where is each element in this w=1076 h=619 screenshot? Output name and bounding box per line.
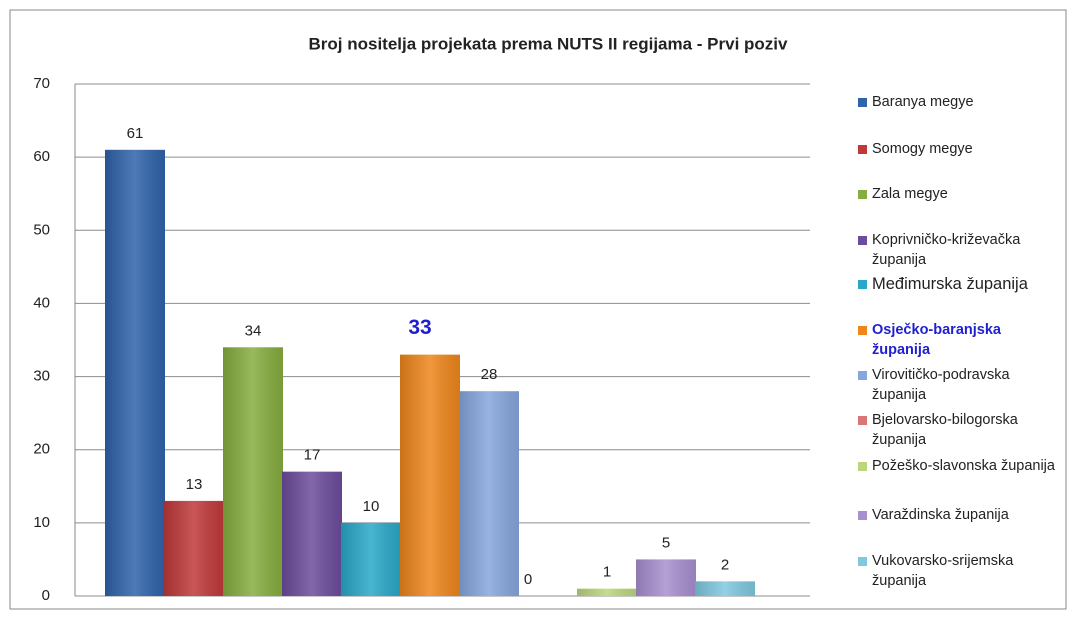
- bar-shade: [577, 588, 637, 596]
- bar-shade: [223, 347, 283, 596]
- legend-item: Koprivničko-križevačka županija: [858, 230, 1062, 270]
- bar-shade: [341, 522, 401, 596]
- y-tick-label: 0: [42, 587, 50, 604]
- legend-item: Zala megye: [858, 184, 1062, 204]
- data-label: 28: [481, 366, 498, 383]
- legend-swatch: [858, 145, 867, 154]
- data-label: 0: [524, 571, 532, 588]
- legend-label: Požeško-slavonska županija: [872, 458, 1055, 474]
- chart-title: Broj nositelja projekata prema NUTS II r…: [309, 34, 789, 53]
- legend-swatch: [858, 98, 867, 107]
- y-tick-label: 10: [33, 514, 50, 531]
- legend-label: Zala megye: [872, 186, 948, 202]
- legend-item: Somogy megye: [858, 139, 1062, 159]
- legend-swatch: [858, 416, 867, 425]
- bar-shade: [282, 471, 342, 596]
- legend-swatch: [858, 280, 867, 289]
- data-label: 17: [304, 447, 321, 464]
- y-tick-label: 40: [33, 294, 50, 311]
- legend-item: Međimurska županija: [858, 274, 1062, 295]
- data-label: 2: [721, 556, 729, 573]
- legend-item: Vukovarsko-srijemska županija: [858, 551, 1062, 591]
- legend-label: Virovitičko-podravska županija: [872, 367, 1010, 403]
- bar-shade: [164, 500, 224, 596]
- legend-swatch: [858, 190, 867, 199]
- legend-label: Bjelovarsko-bilogorska županija: [872, 412, 1018, 448]
- legend-item: Baranya megye: [858, 92, 1062, 112]
- legend-label: Vukovarsko-srijemska županija: [872, 553, 1014, 589]
- legend-item: Virovitičko-podravska županija: [858, 365, 1062, 405]
- y-tick-label: 70: [33, 75, 50, 92]
- legend-swatch: [858, 371, 867, 380]
- y-tick-label: 20: [33, 441, 50, 458]
- legend-item: Bjelovarsko-bilogorska županija: [858, 410, 1062, 450]
- data-label: 61: [127, 125, 144, 142]
- bar-shade: [459, 391, 519, 596]
- legend-item: Osječko-baranjska županija: [858, 320, 1062, 360]
- legend-label: Varaždinska županija: [872, 507, 1009, 523]
- legend-item: Požeško-slavonska županija: [858, 456, 1062, 476]
- legend-swatch: [858, 462, 867, 471]
- y-tick-label: 60: [33, 148, 50, 165]
- data-label: 10: [363, 498, 380, 515]
- data-label: 34: [245, 322, 262, 339]
- legend-swatch: [858, 326, 867, 335]
- y-tick-label: 30: [33, 368, 50, 385]
- legend-swatch: [858, 236, 867, 245]
- bar-shade: [105, 149, 165, 597]
- bar-shade: [636, 559, 696, 596]
- legend-swatch: [858, 557, 867, 566]
- legend-item: Varaždinska županija: [858, 505, 1062, 525]
- legend-label: Međimurska županija: [872, 275, 1028, 293]
- bar-shade: [695, 581, 755, 596]
- data-label: 13: [186, 476, 203, 493]
- legend-label: Somogy megye: [872, 141, 973, 157]
- y-tick-label: 50: [33, 221, 50, 238]
- data-label: 33: [408, 316, 431, 339]
- data-label: 1: [603, 564, 611, 581]
- legend-label: Baranya megye: [872, 94, 974, 110]
- bar-shade: [400, 354, 460, 596]
- legend-label: Osječko-baranjska županija: [872, 322, 1001, 358]
- legend-swatch: [858, 511, 867, 520]
- data-label: 5: [662, 534, 670, 551]
- legend-label: Koprivničko-križevačka županija: [872, 232, 1021, 268]
